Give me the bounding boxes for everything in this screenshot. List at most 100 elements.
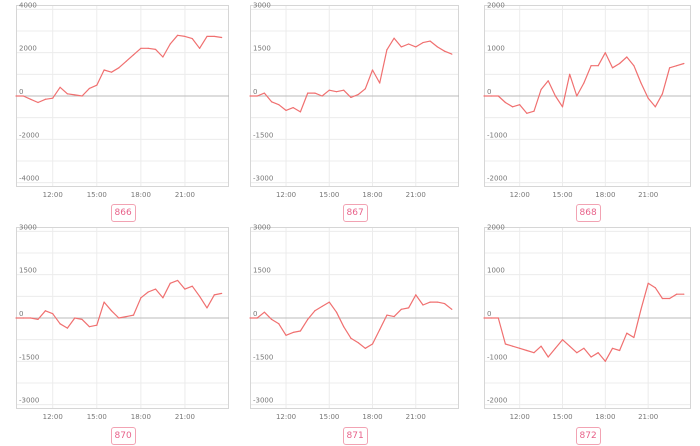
series-line (250, 294, 453, 349)
data-point (357, 341, 359, 344)
x-tick-label: 15:00 (319, 191, 339, 199)
chart-label-badge[interactable]: 868 (575, 204, 601, 222)
x-tick-label: 18:00 (131, 191, 151, 199)
data-point (169, 43, 171, 45)
x-tick-label: 18:00 (131, 413, 151, 421)
data-point (497, 317, 499, 319)
data-point (547, 356, 549, 358)
data-point (626, 332, 628, 334)
data-point (540, 88, 542, 91)
data-point (429, 40, 431, 42)
chart-label-badge[interactable]: 867 (342, 204, 368, 222)
data-point (386, 314, 388, 316)
data-point (176, 34, 179, 36)
y-tick-label: -1500 (19, 353, 39, 361)
y-tick-label: 0 (253, 88, 257, 96)
data-point (633, 336, 635, 339)
data-point (407, 307, 410, 309)
data-point (221, 292, 223, 295)
data-point (429, 301, 431, 303)
y-tick-label: 0 (487, 88, 491, 96)
data-point (263, 311, 266, 313)
data-point (263, 92, 266, 94)
data-point (15, 95, 17, 97)
data-point (30, 317, 32, 319)
data-point (533, 110, 535, 112)
x-tick-label: 18:00 (362, 191, 382, 199)
y-tick-label: 3000 (19, 223, 37, 231)
data-point (533, 352, 535, 354)
chart-label-badge[interactable]: 871 (342, 427, 368, 445)
data-point (81, 318, 83, 321)
x-tick-label: 21:00 (175, 191, 195, 199)
data-point (132, 54, 135, 56)
y-tick-label: -1000 (487, 353, 507, 361)
data-point (271, 101, 273, 103)
data-point (74, 94, 76, 96)
data-point (561, 339, 564, 341)
data-point (206, 35, 208, 38)
y-tick-label: -1500 (253, 353, 273, 361)
data-point (256, 95, 258, 97)
data-point (583, 82, 585, 84)
data-point (321, 95, 323, 97)
data-point (285, 334, 287, 336)
data-point (321, 305, 323, 308)
data-point (379, 328, 381, 331)
chart-label-badge[interactable]: 872 (575, 427, 601, 445)
y-tick-label: -1000 (487, 131, 507, 139)
data-point (37, 101, 39, 104)
series-line (16, 34, 222, 104)
data-point (683, 293, 685, 295)
x-tick-label: 12:00 (510, 413, 530, 421)
x-tick-label: 21:00 (406, 413, 426, 421)
data-point (619, 349, 621, 352)
data-point (576, 95, 578, 97)
data-point (590, 65, 592, 67)
data-point (249, 95, 251, 97)
data-point (278, 104, 280, 106)
data-point (96, 324, 98, 326)
data-point (15, 317, 17, 319)
chart-label-badge[interactable]: 866 (110, 204, 136, 222)
chart-svg: 4000 2000 0 -2000 -4000 12:00 15:00 18:00 21:00 (15, 1, 229, 199)
data-point (511, 345, 514, 347)
data-point (278, 323, 280, 325)
data-point (292, 106, 294, 109)
data-point (125, 60, 127, 62)
data-point (640, 308, 642, 310)
data-point (314, 92, 316, 94)
data-point (249, 317, 251, 319)
data-point (118, 67, 120, 69)
data-point (343, 89, 345, 91)
data-point (611, 67, 614, 69)
data-point (407, 43, 410, 45)
y-tick-label: 2000 (487, 1, 505, 9)
data-point (661, 297, 664, 300)
data-point (576, 352, 578, 354)
data-point (422, 41, 424, 44)
y-tick-label: -3000 (253, 397, 273, 405)
data-point (619, 62, 621, 65)
data-point (569, 73, 571, 75)
data-point (328, 301, 330, 303)
data-point (436, 301, 438, 303)
data-point (504, 101, 507, 104)
data-point (561, 106, 564, 108)
y-tick-label: -3000 (253, 175, 273, 183)
data-point (343, 326, 345, 328)
data-point (66, 93, 69, 95)
data-point (597, 352, 599, 354)
y-tick-label: 4000 (19, 1, 37, 9)
data-point (511, 106, 514, 108)
data-point (547, 80, 549, 82)
data-point (611, 347, 614, 349)
data-point (191, 37, 193, 40)
data-point (154, 288, 157, 290)
y-tick-label: 0 (487, 310, 491, 318)
chart-label-badge[interactable]: 870 (110, 427, 136, 445)
y-tick-label: -2000 (487, 397, 507, 405)
